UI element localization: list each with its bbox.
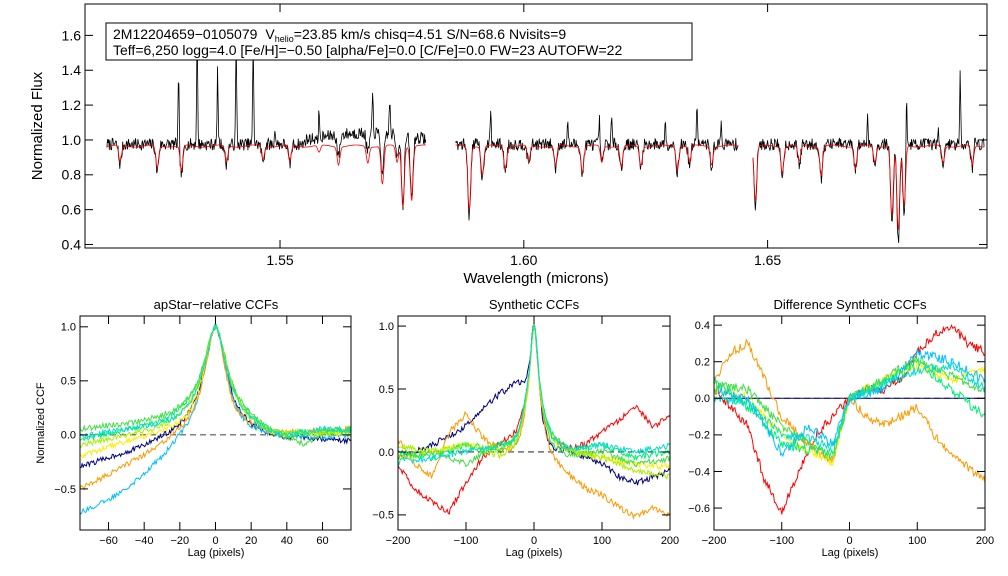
apstar-ccf-xtick-label: 0: [212, 535, 218, 547]
difference-ccf-axes-frame: [714, 316, 985, 530]
synthetic-ccf-ytick-label: 1.0: [379, 321, 394, 333]
spectrum-ytick-label: 1.4: [62, 62, 82, 78]
difference-ccf-ytick-label: 0.0: [695, 393, 710, 405]
apstar-ccf-xtick-label: −40: [135, 535, 154, 547]
apstar-ccf-ytick-label: 0.0: [61, 430, 76, 442]
synthetic-ccf-axes-frame: [398, 316, 670, 530]
synthetic-ccf-xlabel: Lag (pixels): [506, 547, 563, 559]
synthetic-ccf-series-line: [398, 326, 670, 465]
spectrum-ytick-label: 1.6: [62, 27, 82, 43]
spectrum-ytick-label: 1.2: [62, 97, 82, 113]
spectrum-xtick-label: 1.55: [266, 252, 293, 268]
synthetic-ccf-ytick-label: 0.5: [379, 384, 394, 396]
apstar-ccf-xtick-label: −60: [99, 535, 118, 547]
synthetic-ccf-ytick-label: 0.0: [379, 447, 394, 459]
difference-ccf-series-line: [714, 362, 985, 451]
synthetic-ccf-traces: [398, 323, 670, 518]
apstar-ccf-series-line: [80, 327, 351, 490]
difference-ccf-ytick-label: 0.4: [695, 320, 710, 332]
apstar-ccf-xlabel: Lag (pixels): [188, 547, 245, 559]
apstar-ccf-ytick-label: 0.5: [61, 376, 76, 388]
spectrum-ytick-label: 0.8: [62, 167, 82, 183]
info-box: 2M12204659−0105079 Vhelio=23.85 km/s chis…: [106, 23, 692, 60]
spectrum-xtick-label: 1.65: [754, 252, 781, 268]
synthetic-ccf-xtick-label: 0: [531, 535, 537, 547]
difference-ccf-xlabel: Lag (pixels): [822, 547, 879, 559]
spectrum-xtick-label: 1.60: [510, 252, 537, 268]
spectrum-ytick-label: 0.4: [62, 236, 82, 252]
apstar-ccf-ytick-label: 1.0: [61, 322, 76, 334]
apstar-ccf-series-line: [80, 325, 351, 446]
difference-ccf-xtick-label: −100: [769, 535, 794, 547]
difference-ccf-ytick-label: −0.6: [688, 503, 710, 515]
synthetic-ccf-series-line: [398, 325, 670, 518]
synthetic-ccf-ytick-label: −0.5: [372, 510, 394, 522]
difference-ccf-series-line: [714, 325, 985, 514]
difference-ccf-ytick-label: 0.2: [695, 357, 710, 369]
spectrum-panel: 1.55 1.60 1.65 0.4 0.6 0.8 1.0 1.2 1.4 1.6 2M1220…: [29, 4, 987, 287]
synthetic-ccf-title: Synthetic CCFs: [489, 297, 580, 312]
apstar-ccf-ylabel: Normalized CCF: [35, 382, 47, 464]
difference-ccf-xtick-label: 100: [908, 535, 926, 547]
difference-ccf-title: Difference Synthetic CCFs: [774, 297, 927, 312]
synthetic-ccf-series-line: [398, 323, 670, 514]
apstar-ccf-xtick-label: −20: [171, 535, 190, 547]
apstar-ccf-ytick-label: −0.5: [54, 484, 76, 496]
spectrum-ytick-label: 0.6: [62, 202, 82, 218]
apstar-ccf-panel: −60 −40 −20 0 20 40 60 −0.5 0.0 0.5 1.0 apStar−rel…: [35, 297, 351, 559]
spectrum-ylabel: Normalized Flux: [29, 71, 46, 180]
observed-spectrum-line: [753, 70, 984, 243]
difference-ccf-xtick-label: 0: [846, 535, 852, 547]
spectrum-xlabel: Wavelength (microns): [463, 270, 608, 287]
model-spectrum-line: [456, 145, 738, 209]
difference-ccf-series-line: [714, 350, 985, 456]
difference-ccf-xtick-label: 200: [976, 535, 994, 547]
apstar-ccf-xtick-label: 20: [245, 535, 257, 547]
spectrum-ytick-label: 1.0: [62, 132, 82, 148]
model-spectrum-line: [753, 145, 984, 230]
apstar-ccf-traces: [80, 324, 351, 514]
difference-ccf-xtick-label: −200: [702, 535, 727, 547]
synthetic-ccf-xtick-label: −100: [454, 535, 479, 547]
synthetic-ccf-ticks: −200 −100 0 100 200 −0.5 0.0 0.5 1.0: [372, 316, 679, 547]
apstar-ccf-series-line: [80, 325, 351, 514]
synthetic-ccf-xtick-label: 100: [593, 535, 611, 547]
synthetic-ccf-series-line: [398, 327, 670, 486]
info-line-1-rest: =23.85 km/s chisq=4.51 S/N=68.6 Nvisits=…: [294, 26, 567, 42]
difference-ccf-ytick-label: −0.4: [688, 466, 710, 478]
star-id: 2M12204659−0105079: [113, 26, 258, 42]
apstar-ccf-title: apStar−relative CCFs: [154, 297, 279, 312]
apstar-ccf-xtick-label: 60: [316, 535, 328, 547]
observed-spectrum-line: [456, 109, 738, 220]
synthetic-ccf-panel: −200 −100 0 100 200 −0.5 0.0 0.5 1.0 Synthetic C…: [372, 297, 679, 559]
apstar-ccf-series-line: [80, 325, 351, 438]
info-line-2: Teff=6,250 logg=4.0 [Fe/H]=−0.50 [alpha/…: [113, 42, 622, 58]
synthetic-ccf-series-line: [398, 326, 670, 469]
difference-ccf-panel: −200 −100 0 100 200 −0.6 −0.4 −0.2 0.0 0.2 0.4 Dif…: [688, 297, 994, 559]
spectrum-traces: [107, 30, 984, 243]
figure: 1.55 1.60 1.65 0.4 0.6 0.8 1.0 1.2 1.4 1.6 2M1220…: [0, 0, 1008, 576]
synthetic-ccf-series-line: [398, 324, 670, 479]
synthetic-ccf-xtick-label: 200: [661, 535, 679, 547]
apstar-ccf-xtick-label: 40: [281, 535, 293, 547]
apstar-ccf-series-line: [80, 324, 351, 468]
apstar-ccf-series-line: [80, 328, 351, 441]
synthetic-ccf-series-line: [398, 327, 670, 466]
apstar-ccf-axes-frame: [80, 316, 351, 530]
difference-ccf-traces: [714, 325, 985, 514]
difference-ccf-ytick-label: −0.2: [688, 430, 710, 442]
synthetic-ccf-xtick-label: −200: [386, 535, 411, 547]
